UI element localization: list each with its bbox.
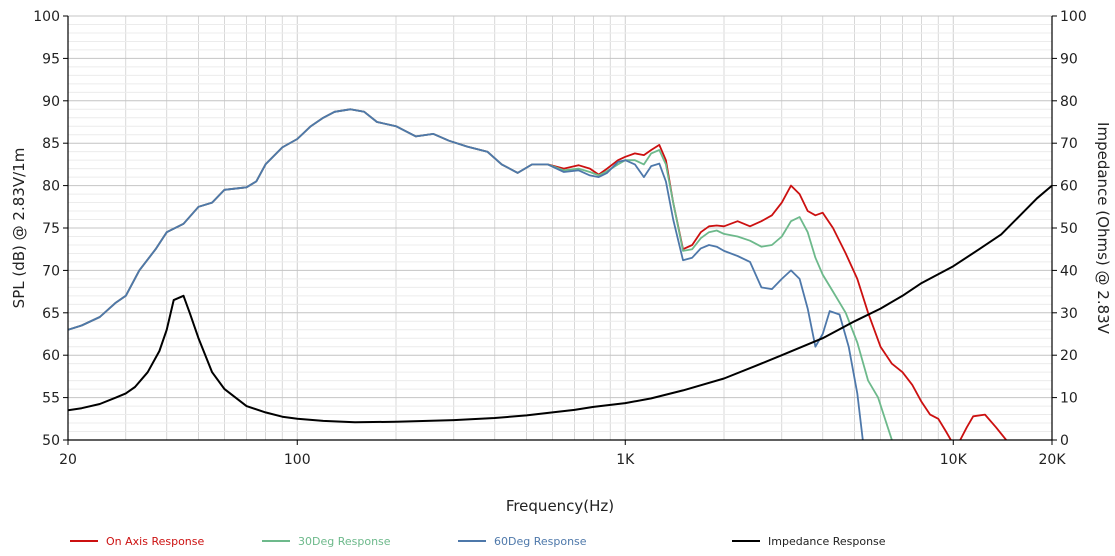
series-line-60deg-response xyxy=(68,108,864,440)
left-tick-label: 100 xyxy=(33,9,60,25)
left-tick-label: 60 xyxy=(42,348,60,364)
left-tick-label: 80 xyxy=(42,179,60,195)
series-line-on-axis-response xyxy=(68,108,1007,440)
series-lines xyxy=(68,108,1052,440)
right-tick-label: 60 xyxy=(1060,179,1078,195)
x-tick-label: 20K xyxy=(1039,452,1067,468)
right-tick-label: 80 xyxy=(1060,94,1078,110)
legend-label: 30Deg Response xyxy=(298,535,391,548)
legend-label: 60Deg Response xyxy=(494,535,587,548)
legend-label: Impedance Response xyxy=(768,535,886,548)
legend-label: On Axis Response xyxy=(106,535,205,548)
x-tick-label: 10K xyxy=(940,452,968,468)
right-tick-label: 100 xyxy=(1060,9,1087,25)
right-tick-label: 10 xyxy=(1060,391,1078,407)
right-tick-label: 40 xyxy=(1060,263,1078,279)
left-tick-label: 85 xyxy=(42,136,60,152)
left-tick-label: 50 xyxy=(42,433,60,449)
right-tick-label: 20 xyxy=(1060,348,1078,364)
left-tick-label: 95 xyxy=(42,51,60,67)
y-axis-label: SPL (dB) @ 2.83V/1m xyxy=(10,148,28,309)
right-tick-label: 0 xyxy=(1060,433,1069,449)
left-tick-label: 70 xyxy=(42,263,60,279)
left-tick-label: 90 xyxy=(42,94,60,110)
left-tick-label: 75 xyxy=(42,221,60,237)
x-axis-label: Frequency(Hz) xyxy=(506,497,614,515)
right-tick-label: 90 xyxy=(1060,51,1078,67)
y2-axis-label: Impedance (Ohms) @ 2.83V xyxy=(1094,122,1112,335)
right-tick-label: 50 xyxy=(1060,221,1078,237)
x-tick-label: 1K xyxy=(616,452,635,468)
left-tick-label: 55 xyxy=(42,391,60,407)
x-tick-label: 100 xyxy=(284,452,311,468)
x-tick-label: 20 xyxy=(59,452,77,468)
right-tick-label: 30 xyxy=(1060,306,1078,322)
axes: 50 55 60 65 70 75 80 85 90 95 100 0 10 20 30 40 50 60 70 80… xyxy=(10,9,1112,515)
series-line-30deg-response xyxy=(68,108,893,440)
left-tick-label: 65 xyxy=(42,306,60,322)
series-line-impedance-response xyxy=(68,184,1052,424)
right-tick-label: 70 xyxy=(1060,136,1078,152)
legend: On Axis Response 30Deg Response 60Deg Resp… xyxy=(70,535,886,548)
